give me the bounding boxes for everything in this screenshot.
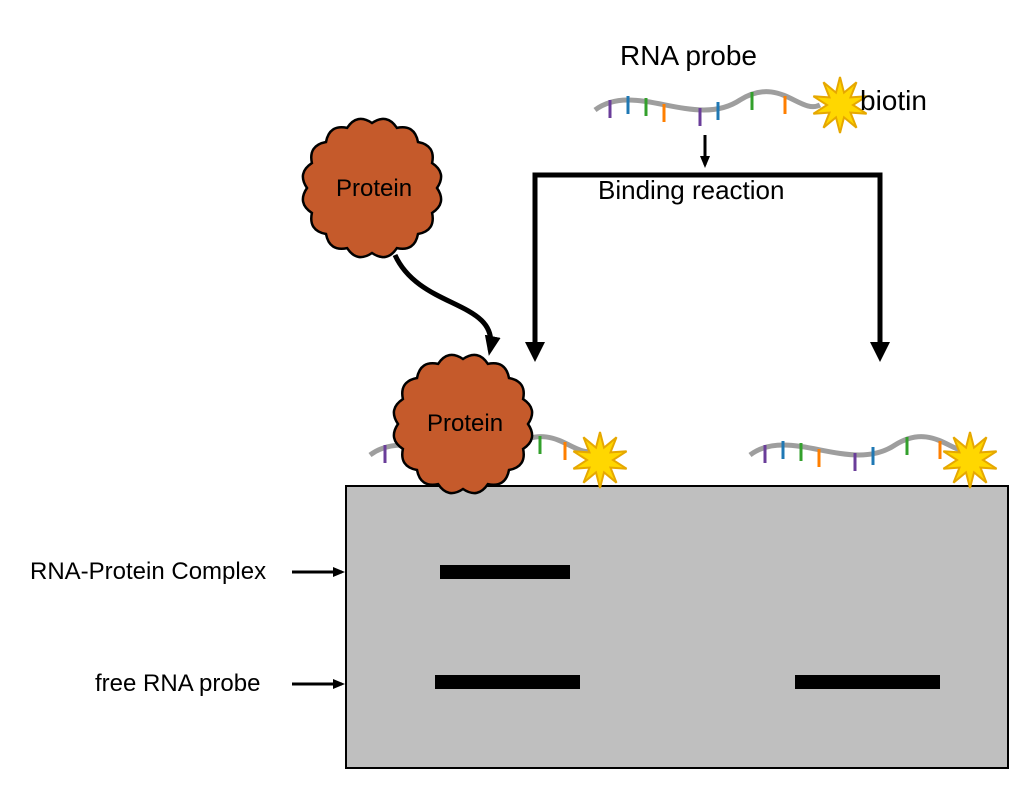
- biotin-star-top: [813, 77, 866, 133]
- biotin-star-bound: [573, 432, 626, 488]
- label-complex: RNA-Protein Complex: [30, 558, 266, 586]
- label-protein-top: Protein: [336, 175, 412, 203]
- rna-strand-bound: [370, 436, 595, 463]
- label-biotin: biotin: [860, 85, 927, 117]
- rna-strand-free: [750, 437, 975, 471]
- label-binding-reaction: Binding reaction: [598, 175, 784, 206]
- label-rna-probe: RNA probe: [620, 40, 757, 72]
- band-free-left: [435, 675, 580, 689]
- arrow-protein-curve: [395, 255, 491, 350]
- label-protein-bottom: Protein: [427, 410, 503, 438]
- rna-strand-top: [595, 92, 820, 126]
- label-free-probe: free RNA probe: [95, 670, 260, 698]
- biotin-star-free: [943, 432, 996, 488]
- band-complex: [440, 565, 570, 579]
- diagram-canvas: RNA probe biotin Binding reaction Protei…: [0, 0, 1030, 796]
- gel-box: [345, 485, 1009, 769]
- band-free-right: [795, 675, 940, 689]
